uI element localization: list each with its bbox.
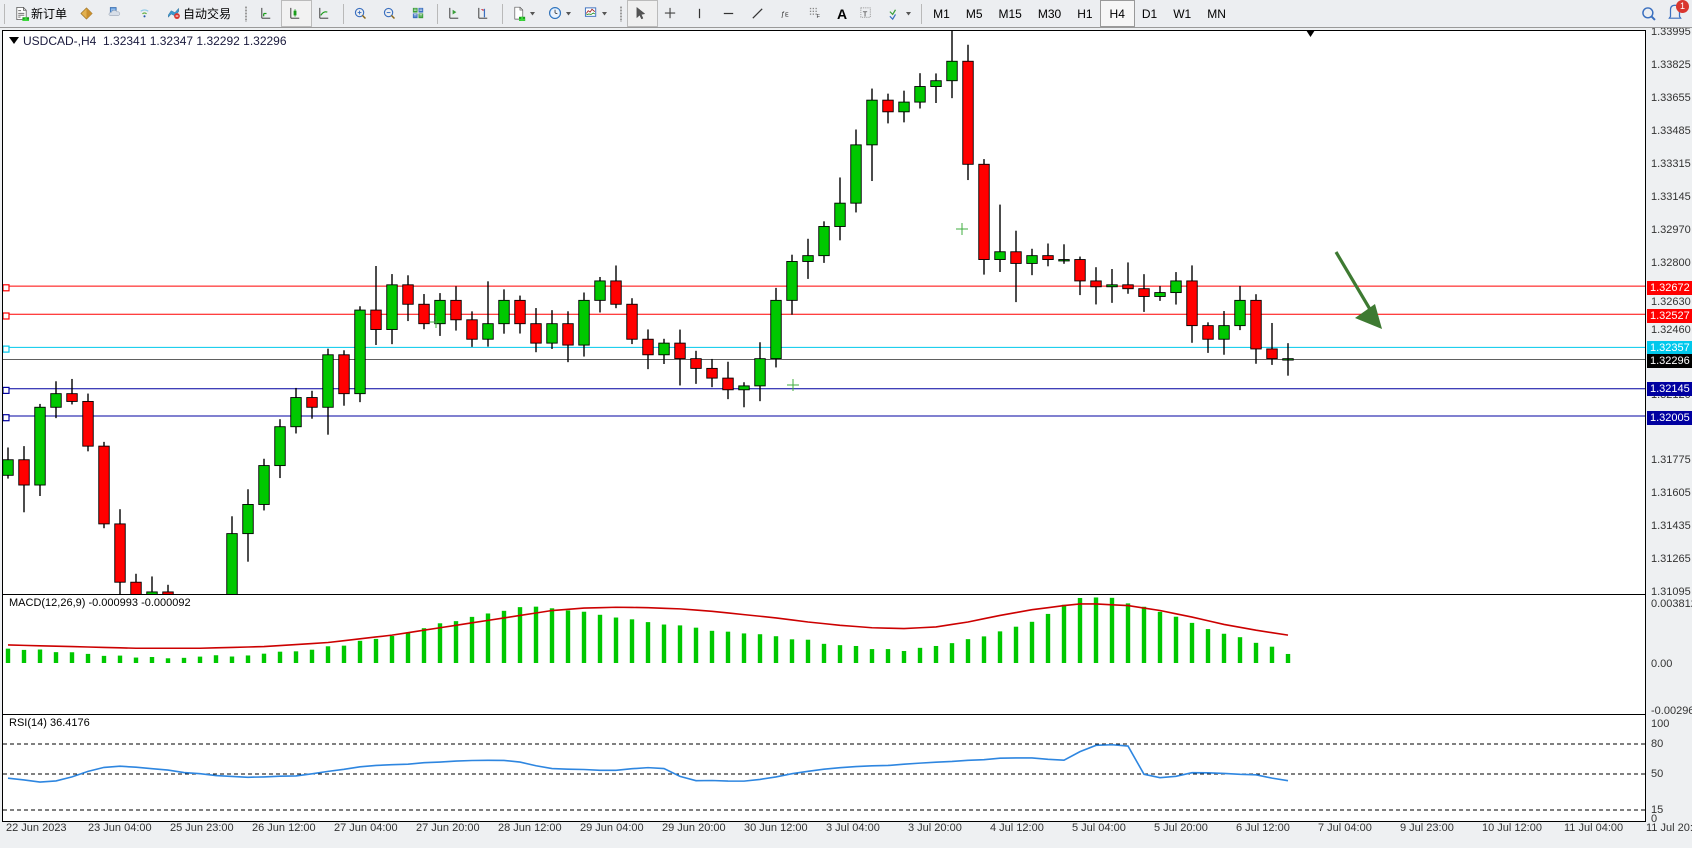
svg-text:T: T: [863, 9, 868, 18]
svg-text:ƒᴇ: ƒᴇ: [781, 9, 789, 18]
svg-text:F: F: [816, 14, 820, 20]
